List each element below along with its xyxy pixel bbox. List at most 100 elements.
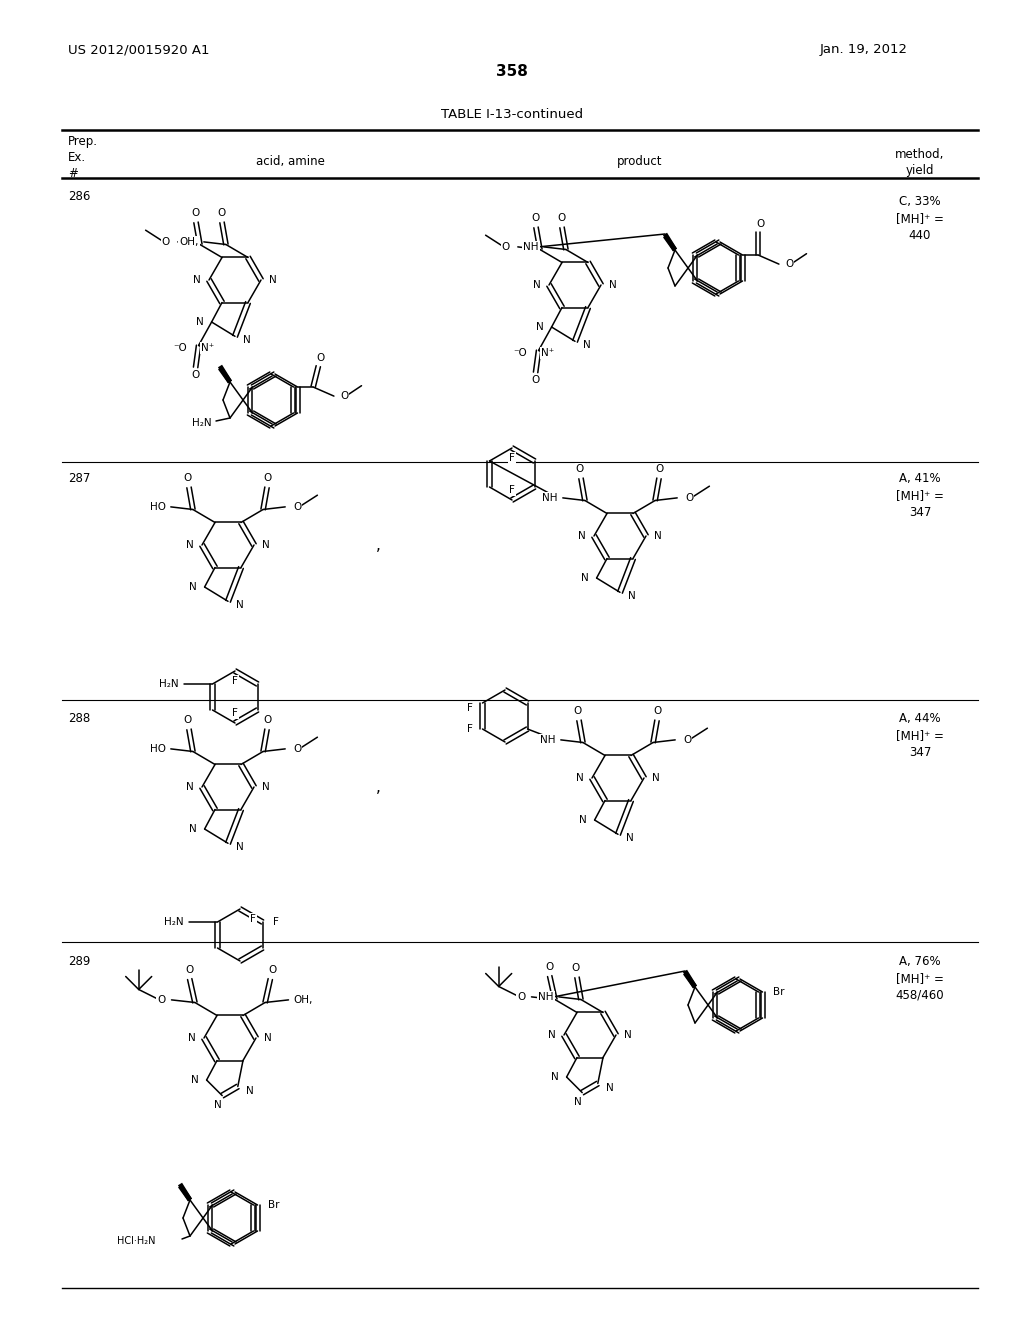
Text: O: O — [264, 715, 272, 726]
Text: N: N — [654, 531, 662, 541]
Text: 289: 289 — [68, 954, 90, 968]
Text: O: O — [756, 219, 764, 228]
Text: N⁺: N⁺ — [201, 343, 214, 354]
Text: ,: , — [376, 780, 381, 795]
Text: NH: NH — [523, 242, 539, 252]
Text: N: N — [628, 591, 636, 602]
Text: O: O — [654, 706, 663, 717]
Text: F: F — [232, 708, 238, 718]
Text: N: N — [194, 275, 201, 285]
Text: A, 44%
[MH]⁺ =
347: A, 44% [MH]⁺ = 347 — [896, 711, 944, 759]
Text: F: F — [272, 917, 279, 927]
Text: HO: HO — [150, 744, 166, 754]
Text: H₂N: H₂N — [164, 917, 184, 927]
Text: Br: Br — [772, 987, 784, 997]
Text: O: O — [293, 744, 301, 754]
Text: Jan. 19, 2012: Jan. 19, 2012 — [820, 44, 908, 57]
Text: N: N — [579, 814, 587, 825]
Text: ⁻O: ⁻O — [173, 343, 186, 354]
Text: N: N — [583, 341, 591, 350]
Text: O: O — [162, 236, 170, 247]
Text: N: N — [534, 280, 541, 290]
Text: OH,: OH, — [294, 995, 313, 1005]
Text: N: N — [188, 1034, 196, 1043]
Text: N: N — [186, 540, 194, 550]
Text: O: O — [530, 214, 539, 223]
Text: O: O — [571, 964, 581, 973]
Text: F: F — [467, 704, 472, 713]
Text: NH: NH — [541, 735, 556, 744]
Text: OH,: OH, — [179, 236, 199, 247]
Text: N: N — [606, 1082, 613, 1093]
Text: O: O — [217, 209, 225, 218]
Text: N: N — [262, 540, 269, 550]
Text: N: N — [236, 601, 244, 610]
Text: F: F — [509, 484, 515, 495]
Text: N: N — [579, 531, 586, 541]
Text: F: F — [509, 453, 515, 463]
Text: A, 76%
[MH]⁺ =
458/460: A, 76% [MH]⁺ = 458/460 — [896, 954, 944, 1002]
Text: O: O — [517, 991, 525, 1002]
Text: O: O — [683, 735, 691, 744]
Text: ⁻O: ⁻O — [513, 348, 526, 359]
Text: O: O — [531, 375, 540, 385]
Text: F: F — [467, 723, 472, 734]
Text: N: N — [188, 824, 197, 834]
Text: N: N — [577, 774, 584, 783]
Text: O: O — [268, 965, 276, 975]
Text: acid, amine: acid, amine — [256, 156, 325, 169]
Text: N: N — [624, 1030, 632, 1040]
Text: O: O — [785, 259, 794, 269]
Text: O: O — [557, 214, 565, 223]
Text: Prep.
Ex.
#: Prep. Ex. # — [68, 135, 98, 180]
Text: O: O — [340, 391, 348, 401]
Text: HCl·H₂N: HCl·H₂N — [117, 1236, 155, 1246]
Text: F: F — [250, 913, 256, 924]
Text: TABLE I-13-continued: TABLE I-13-continued — [441, 108, 583, 121]
Text: O: O — [184, 715, 193, 726]
Text: N: N — [190, 1074, 199, 1085]
Text: O: O — [573, 706, 582, 717]
Text: N: N — [186, 781, 194, 792]
Text: N: N — [609, 280, 616, 290]
Text: N⁺: N⁺ — [541, 348, 554, 359]
Text: 286: 286 — [68, 190, 90, 203]
Text: N: N — [214, 1100, 222, 1110]
Text: O: O — [190, 209, 199, 218]
Text: O: O — [184, 474, 193, 483]
Text: N: N — [269, 275, 276, 285]
Text: 288: 288 — [68, 711, 90, 725]
Text: O: O — [502, 242, 510, 252]
Text: N: N — [551, 1072, 559, 1082]
Text: N: N — [536, 322, 544, 333]
Text: method,
yield: method, yield — [895, 148, 945, 177]
Text: N: N — [574, 1097, 582, 1106]
Text: 287: 287 — [68, 473, 90, 484]
Text: O: O — [191, 371, 200, 380]
Text: 358: 358 — [496, 65, 528, 79]
Text: O: O — [656, 465, 665, 474]
Text: product: product — [617, 156, 663, 169]
Text: NH: NH — [543, 492, 558, 503]
Text: O: O — [185, 965, 194, 975]
Text: O: O — [685, 492, 693, 503]
Text: Br: Br — [267, 1200, 279, 1210]
Text: O: O — [546, 962, 554, 972]
Text: O: O — [316, 354, 325, 363]
Text: O: O — [158, 995, 166, 1005]
Text: N: N — [236, 842, 244, 853]
Text: US 2012/0015920 A1: US 2012/0015920 A1 — [68, 44, 210, 57]
Text: O: O — [575, 465, 584, 474]
Text: N: N — [626, 833, 634, 843]
Text: N: N — [246, 1085, 254, 1096]
Text: N: N — [196, 317, 204, 327]
Text: F: F — [232, 676, 238, 686]
Text: N: N — [188, 582, 197, 591]
Text: H₂N: H₂N — [160, 678, 179, 689]
Text: N: N — [652, 774, 659, 783]
Text: NH: NH — [539, 991, 554, 1002]
Text: O: O — [264, 474, 272, 483]
Text: H₂N: H₂N — [193, 418, 212, 428]
Text: C, 33%
[MH]⁺ =
440: C, 33% [MH]⁺ = 440 — [896, 195, 944, 242]
Text: N: N — [264, 1034, 271, 1043]
